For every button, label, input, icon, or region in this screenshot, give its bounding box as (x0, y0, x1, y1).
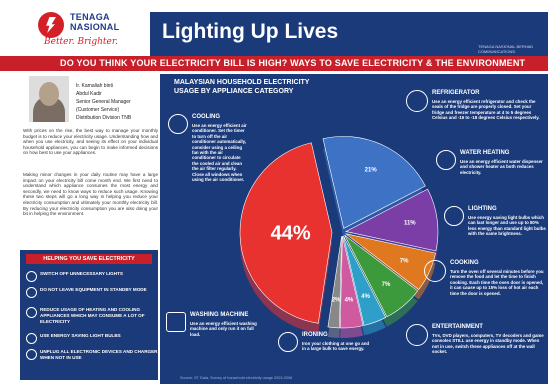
tip-item: REDUCE USAGE OF HEATING AND COOLING APPL… (26, 306, 156, 324)
light-bulb-icon (444, 206, 464, 226)
bulb-icon (26, 287, 37, 298)
pie-slice (339, 235, 364, 329)
body-paragraph: Making minor changes in your daily routi… (23, 172, 158, 217)
pie-slice-label: 11% (404, 221, 416, 227)
pie-slice (327, 235, 342, 329)
refrigerator-icon (406, 90, 428, 112)
tip-item: SWITCH OFF UNNECESSARY LIGHTS (26, 270, 156, 286)
pie-slice (343, 235, 387, 326)
pie-slice-label: 21% (365, 167, 378, 173)
author-info: Ir. Kamaliah binti Abdul Kadir Senior Ge… (76, 82, 131, 122)
main-panel: MALAYSIAN HOUSEHOLD ELECTRICITY USAGE BY… (160, 74, 548, 384)
logo-line-2: NASIONAL (70, 22, 120, 32)
intro-paragraph: With prices on the rise, the best way to… (23, 128, 158, 156)
author-role-2: (Customer Service) (76, 107, 120, 113)
chart-title: MALAYSIAN HOUSEHOLD ELECTRICITY USAGE BY… (174, 79, 310, 95)
author-role-1: Senior General Manager (76, 99, 131, 105)
banner-text: DO YOU THINK YOUR ELECTRICITY BILL IS HI… (60, 58, 526, 68)
source-note: Source: ST Data, Survey of household ele… (180, 376, 293, 380)
air-conditioner-icon (168, 114, 188, 134)
water-heater-icon (436, 150, 456, 170)
tnb-logo-mark-icon (38, 12, 64, 38)
header: TENAGA NASIONAL Better. Brighter. Lighti… (0, 0, 548, 58)
tip-item: UNPLUG ALL ELECTRONIC DEVICES AND CHARGE… (26, 348, 158, 364)
bulb-icon (26, 349, 37, 360)
pie-slice-label: 4% (345, 298, 354, 304)
author-role-3: Distribution Division TNB (76, 115, 132, 121)
banner: DO YOU THINK YOUR ELECTRICITY BILL IS HI… (0, 56, 548, 71)
tips-heading: HELPING YOU SAVE ELECTRICITY (26, 254, 152, 264)
tips-box: HELPING YOU SAVE ELECTRICITY SWITCH OFF … (20, 250, 158, 380)
stove-icon (424, 260, 446, 282)
television-icon (406, 324, 428, 346)
bulb-icon (26, 271, 37, 282)
author-photo (29, 76, 69, 122)
usage-pie-chart: 44% 21% 11% 7% 7% 4% 4% 2% (239, 136, 439, 338)
pie-slice-label: 44% (271, 222, 311, 244)
iron-icon (278, 332, 298, 352)
tnb-logo: TENAGA NASIONAL Better. Brighter. (32, 8, 142, 50)
page-title: Lighting Up Lives (162, 20, 339, 43)
logo-tagline: Better. Brighter. (44, 37, 119, 47)
pie-slice (239, 142, 333, 324)
author-name-1: Ir. Kamaliah binti (76, 83, 113, 89)
pie-slice-label: 7% (400, 258, 409, 264)
left-column: Ir. Kamaliah binti Abdul Kadir Senior Ge… (20, 74, 158, 380)
pie-slice (345, 188, 439, 252)
pie-slice-label: 2% (332, 298, 341, 304)
bulb-icon (26, 333, 37, 344)
washing-machine-icon (166, 312, 186, 332)
title-band (150, 12, 548, 56)
small-credit: TENAGA NASIONAL BERHAD COMMUNICATIONS (478, 44, 534, 54)
pie-slice-label: 4% (361, 294, 370, 300)
pie-slice-label: 7% (382, 282, 391, 288)
tip-item: DO NOT LEAVE EQUIPMENT IN STANDBY MODE (26, 286, 156, 302)
bulb-icon (26, 307, 37, 318)
pie-slice (322, 136, 426, 229)
pie-slice (344, 234, 419, 318)
author-name-2: Abdul Kadir (76, 91, 102, 97)
tip-item: USE ENERGY SAVING LIGHT BULBS (26, 332, 156, 348)
logo-line-1: TENAGA (70, 12, 110, 22)
